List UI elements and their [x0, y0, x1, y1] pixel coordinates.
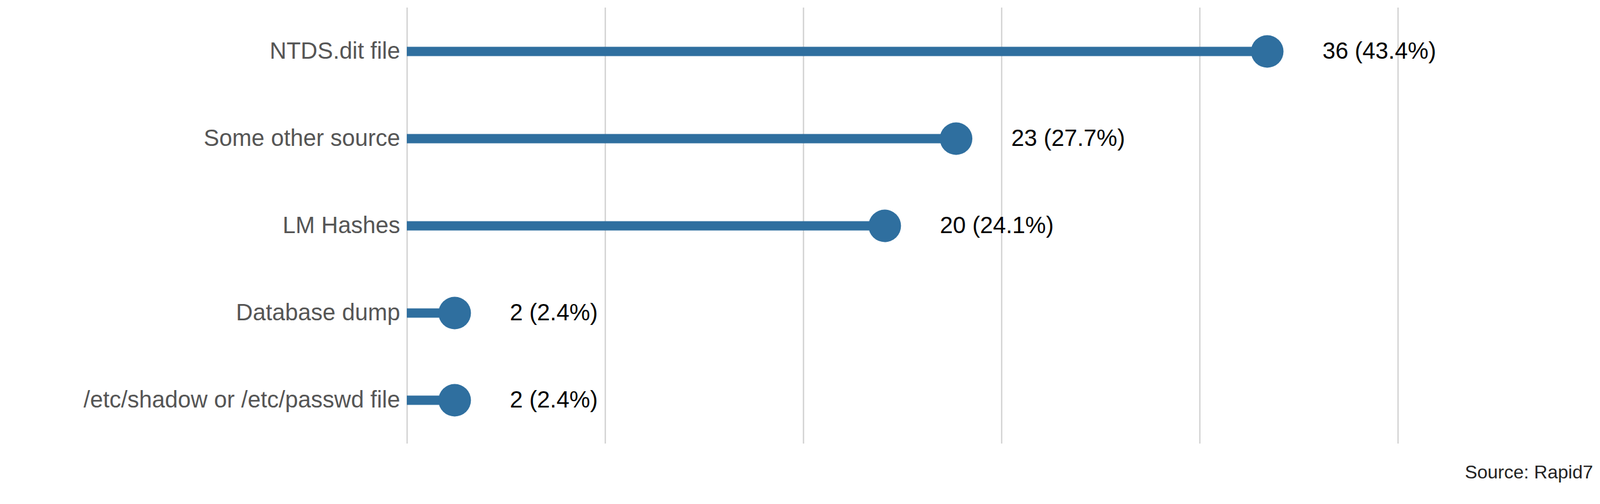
svg-text:2 (2.4%): 2 (2.4%): [509, 299, 598, 325]
svg-text:Database dump: Database dump: [235, 299, 400, 325]
svg-text:Some other source: Some other source: [203, 124, 401, 151]
svg-text:23 (27.7%): 23 (27.7%): [1011, 124, 1126, 151]
html-text:Source: Rapid7: Source: Rapid7: [1464, 461, 1594, 483]
svg-text:20 (24.1%): 20 (24.1%): [939, 212, 1054, 238]
svg-text:NTDS.dit file: NTDS.dit file: [269, 37, 401, 64]
svg-text:36 (43.4%): 36 (43.4%): [1322, 37, 1437, 64]
svg-text:2 (2.4%): 2 (2.4%): [509, 386, 598, 413]
svg-text:/etc/shadow or /etc/passwd fil: /etc/shadow or /etc/passwd file: [83, 386, 401, 413]
svg-text:LM Hashes: LM Hashes: [282, 212, 400, 238]
